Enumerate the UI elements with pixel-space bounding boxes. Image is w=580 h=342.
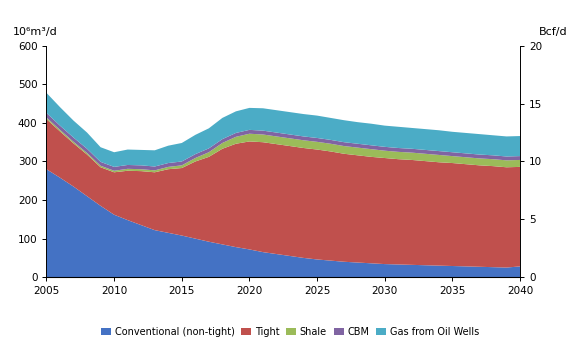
Text: 10⁶m³/d: 10⁶m³/d: [13, 27, 58, 37]
Text: Bcf/d: Bcf/d: [539, 27, 567, 37]
Legend: Conventional (non-tight), Tight, Shale, CBM, Gas from Oil Wells: Conventional (non-tight), Tight, Shale, …: [97, 323, 483, 341]
